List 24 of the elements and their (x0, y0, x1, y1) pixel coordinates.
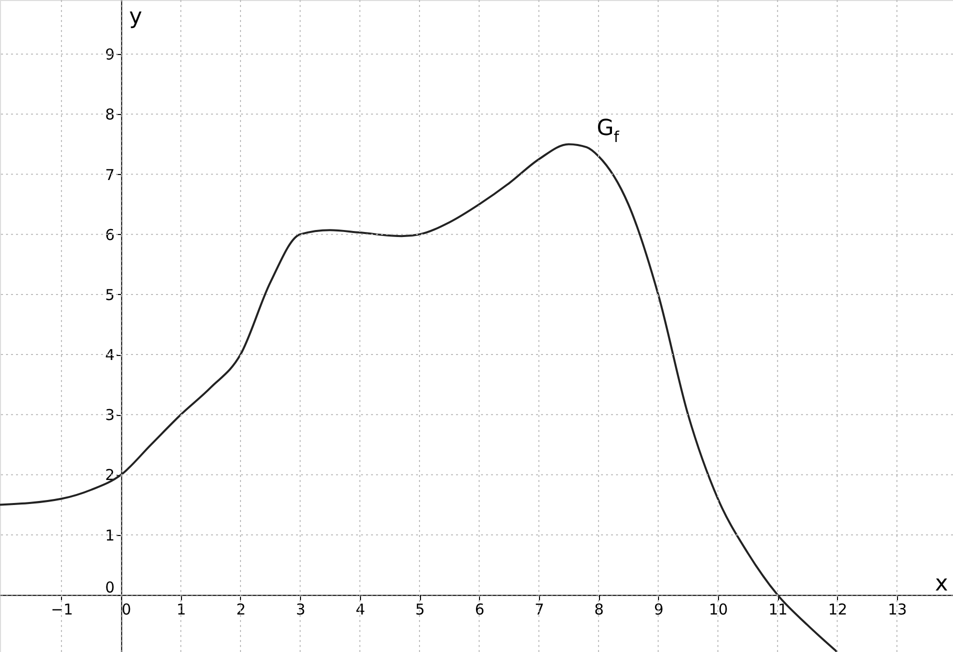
x-tick-label: 13 (888, 600, 907, 618)
x-tick-label: 1 (176, 600, 186, 618)
x-tick-label: 8 (594, 600, 604, 618)
x-tick-label: 10 (708, 600, 728, 618)
y-tick-label: 0 (105, 578, 115, 596)
y-tick-label: 7 (105, 166, 115, 184)
x-axis-title: x (934, 571, 948, 596)
x-tick-label: 9 (654, 600, 664, 618)
x-tick-label: 4 (356, 600, 366, 618)
y-tick-label: 1 (105, 526, 115, 544)
x-tick-label: 6 (474, 600, 484, 618)
y-tick-label: 9 (105, 46, 115, 64)
x-tick-label: 7 (534, 600, 544, 618)
x-tick-label: 0 (122, 600, 132, 618)
x-tick-label: 3 (296, 600, 306, 618)
y-tick-label: 3 (105, 406, 115, 424)
x-tick-label: 11 (768, 600, 788, 618)
x-tick-label: 12 (828, 600, 848, 618)
y-tick-label: 2 (105, 466, 115, 484)
x-tick-label: −1 (50, 600, 74, 618)
y-tick-label: 8 (105, 106, 115, 124)
x-tick-label: 5 (415, 600, 425, 618)
x-tick-label: 2 (236, 600, 246, 618)
y-axis-title: y (129, 4, 142, 30)
